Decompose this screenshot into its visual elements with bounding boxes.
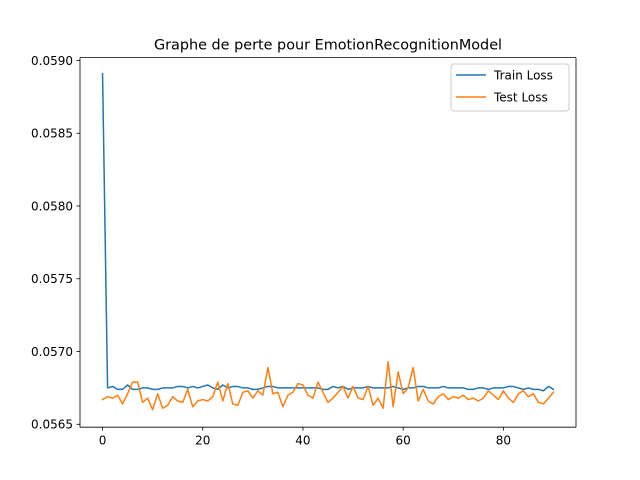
y-tick-label: 0.0575 [31,272,73,286]
y-tick-label: 0.0565 [31,418,73,432]
chart-title: Graphe de perte pour EmotionRecognitionM… [154,38,502,54]
plot-area [80,57,576,428]
series-layer [101,72,555,411]
series-line-train-loss [101,72,555,392]
x-tick-label: 80 [496,434,511,448]
y-tick-label: 0.0580 [31,199,73,213]
x-tick-label: 0 [99,434,107,448]
legend-label-train-loss: Train Loss [493,68,553,82]
x-tick-label: 40 [295,434,310,448]
legend: Train Loss Test Loss [450,63,570,112]
x-tick-label: 60 [396,434,411,448]
x-tick-label: 20 [195,434,210,448]
y-tick-label: 0.0590 [31,54,73,68]
axes-layer: 0 20 40 60 80 0.0565 0.0570 0.0575 0.0580 0.0585 0… [31,54,577,448]
y-tick-label: 0.0570 [31,345,73,359]
legend-label-test-loss: Test Loss [493,90,548,104]
y-tick-label: 0.0585 [31,127,73,141]
series-line-test-loss [101,360,555,411]
